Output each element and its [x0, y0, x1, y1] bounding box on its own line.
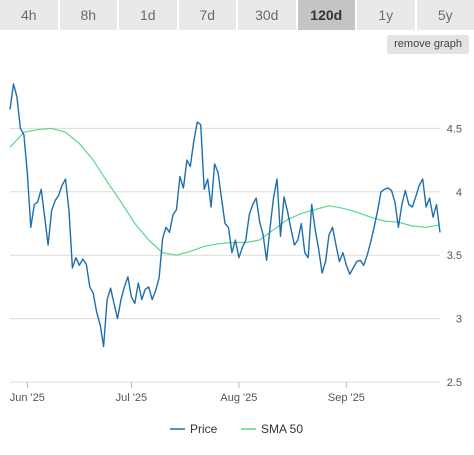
x-tick-label: Sep '25 [328, 392, 365, 404]
tab-1d[interactable]: 1d [119, 0, 179, 30]
y-tick-label: 3 [456, 314, 462, 326]
series-lines [9, 83, 441, 348]
gridlines [10, 127, 440, 383]
tab-7d[interactable]: 7d [179, 0, 238, 30]
y-axis-ticks: 2.5 3 3.5 4 4.5 [447, 123, 462, 389]
y-tick-label: 4.5 [447, 123, 462, 135]
y-tick-label: 3.5 [447, 250, 462, 262]
chart-legend[interactable]: Price SMA 50 [170, 422, 303, 436]
sma-50-line [9, 127, 441, 256]
tab-120d[interactable]: 120d [297, 0, 357, 30]
x-tick-label: Jun '25 [10, 392, 45, 404]
x-axis-ticks: Jun '25 Jul '25 Aug '25 Sep '25 [10, 382, 365, 404]
range-tabs: 4h 8h 1d 7d 30d 120d 1y 5y [0, 0, 474, 30]
tab-30d[interactable]: 30d [238, 0, 298, 30]
remove-graph-button[interactable]: remove graph [387, 35, 469, 54]
legend-price-label[interactable]: Price [190, 422, 218, 436]
tab-4h[interactable]: 4h [0, 0, 60, 30]
x-tick-label: Aug '25 [220, 392, 257, 404]
price-line [9, 83, 441, 348]
tab-5y[interactable]: 5y [437, 7, 453, 23]
y-tick-label: 2.5 [447, 377, 462, 389]
y-tick-label: 4 [456, 187, 462, 199]
x-tick-label: Jul '25 [116, 392, 147, 404]
legend-sma-label[interactable]: SMA 50 [261, 422, 303, 436]
tab-8h[interactable]: 8h [60, 0, 119, 30]
tab-1y[interactable]: 1y [357, 0, 417, 30]
